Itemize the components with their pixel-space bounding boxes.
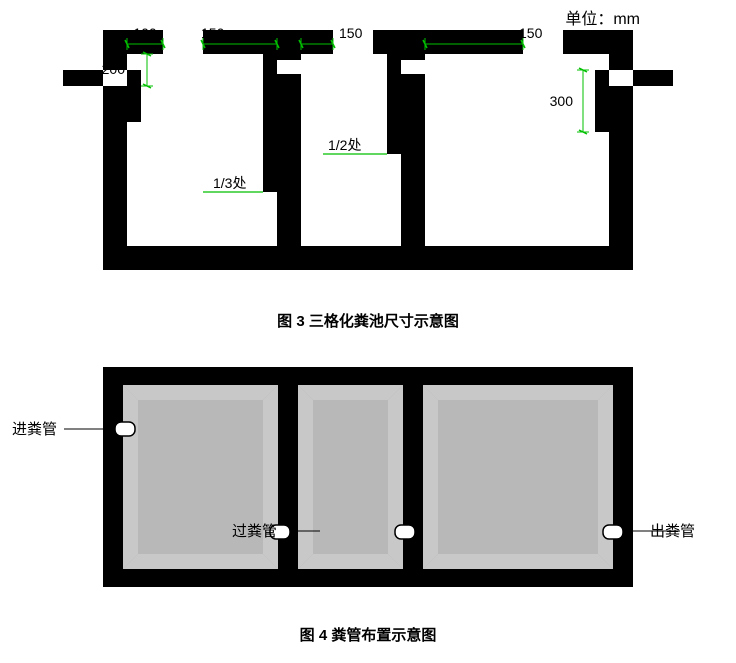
through-pipe-2-icon (395, 525, 415, 539)
chamber1-interior (127, 54, 277, 246)
figure3-svg: 单位：mm (0, 0, 736, 310)
dim-100-label: 100 (133, 25, 157, 41)
dim-200-label: 200 (102, 61, 126, 77)
divider2-opening (401, 60, 425, 74)
dim-150c-label: 150 (519, 25, 543, 41)
dim-300-label: 300 (550, 93, 574, 109)
tank-plan (103, 367, 633, 587)
figure3-wrap: 单位：mm (0, 0, 736, 331)
dim-150a-label: 150 (201, 25, 225, 41)
outlet-downpipe (595, 70, 609, 132)
figure4-wrap: 进粪管 过粪管 出粪管 图 4 粪管布置示意图 (0, 361, 736, 645)
outlet-wall-opening (609, 70, 633, 86)
plan-chamber3 (423, 385, 613, 569)
figure4-svg: 进粪管 过粪管 出粪管 (0, 361, 736, 616)
baffle-1-2 (387, 54, 401, 154)
figure3-caption: 图 3 三格化粪池尺寸示意图 (0, 310, 736, 331)
inlet-pipe-icon (115, 422, 135, 436)
tank-section: 100 150 150 (63, 25, 673, 270)
inlet-pipe-ext (63, 70, 103, 86)
baffle-1-3 (263, 54, 277, 192)
divider1-opening (277, 60, 301, 74)
figure4-caption: 图 4 粪管布置示意图 (0, 624, 736, 645)
lid-gap-1 (163, 30, 203, 54)
through-label: 过粪管 (232, 523, 277, 540)
label-half: 1/2处 (328, 137, 361, 153)
plan-chamber1 (123, 385, 278, 569)
outlet-pipe-icon (603, 525, 623, 539)
outlet-label: 出粪管 (650, 523, 695, 540)
chamber3-interior (425, 54, 609, 246)
inlet-downpipe (127, 70, 141, 122)
label-third: 1/3处 (213, 175, 246, 191)
inlet-label: 进粪管 (12, 421, 57, 438)
outlet-pipe-ext (633, 70, 673, 86)
plan-chamber2 (298, 385, 403, 569)
dim-150b-label: 150 (339, 25, 363, 41)
unit-label: 单位：mm (565, 10, 640, 28)
